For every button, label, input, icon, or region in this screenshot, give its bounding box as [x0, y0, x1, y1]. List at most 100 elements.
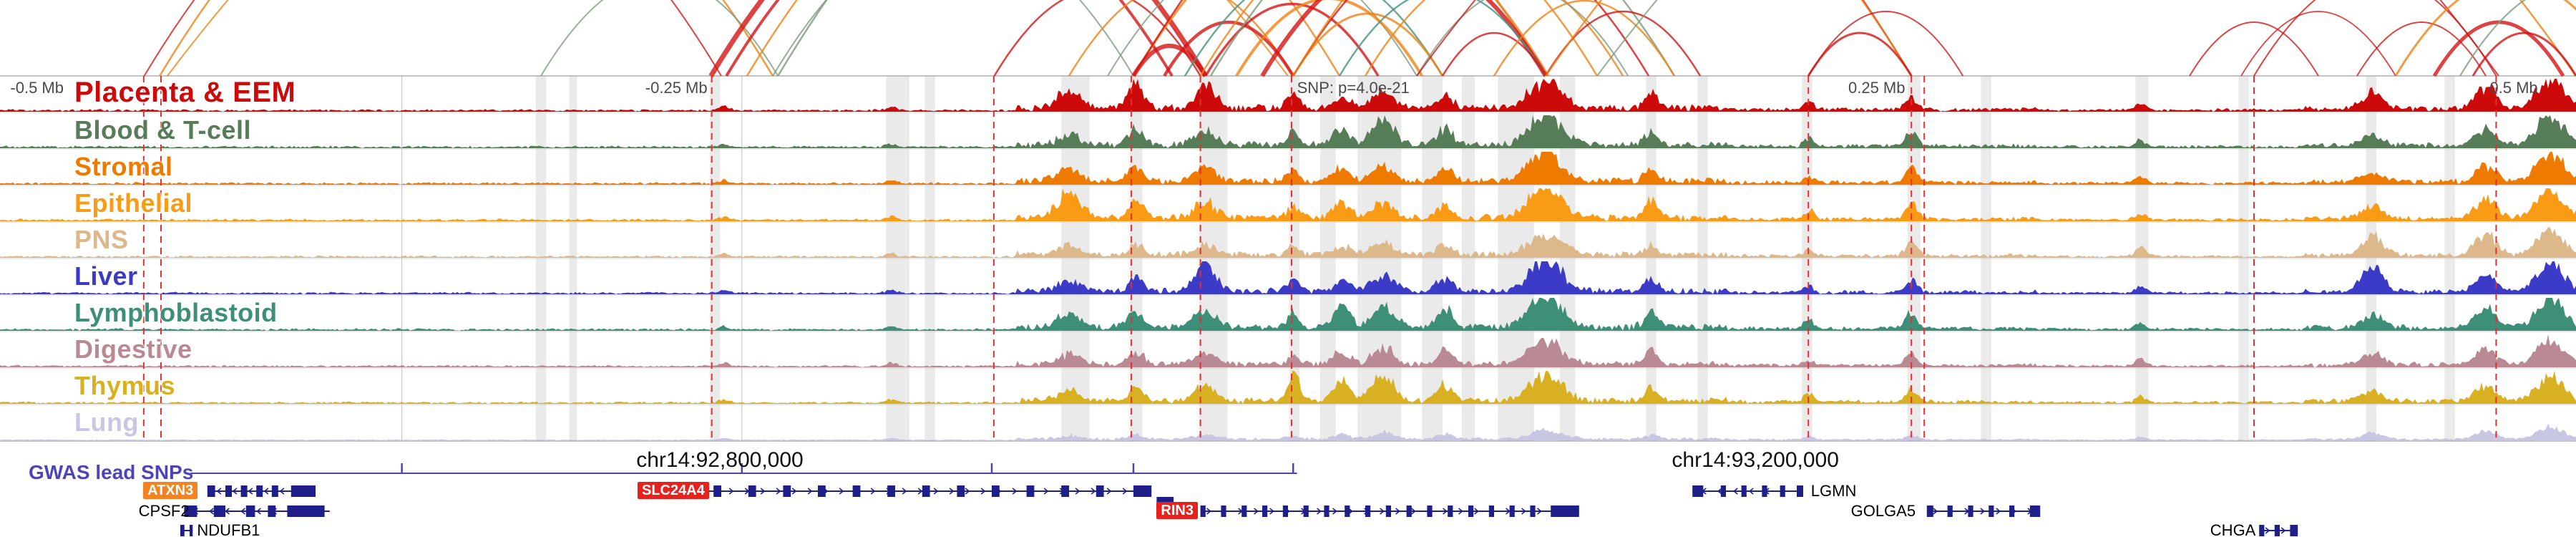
- strand-arrow-icon: [949, 488, 955, 495]
- signal-track-lymphoblastoid: [0, 298, 2576, 331]
- gene-exon: [184, 505, 197, 517]
- gene-exon: [1133, 485, 1152, 497]
- strand-arrow-icon: [1443, 508, 1448, 515]
- gene-exon: [1406, 505, 1412, 517]
- gene-exon: [245, 505, 255, 517]
- gene-exon: [291, 485, 316, 497]
- gene-exon: [1947, 505, 1953, 517]
- gene-exon: [213, 505, 225, 517]
- strand-arrow-icon: [980, 488, 986, 495]
- gene-exon: [713, 485, 721, 497]
- strand-arrow-icon: [965, 488, 970, 495]
- strand-arrow-icon: [760, 488, 766, 495]
- interaction-arc: [1204, 2, 1380, 77]
- gene-exon: [256, 485, 263, 497]
- interaction-arc: [1416, 0, 1629, 77]
- strand-arrow-icon: [2280, 527, 2286, 534]
- strand-arrow-icon: [933, 488, 939, 495]
- strand-arrow-icon: [232, 488, 238, 495]
- strand-arrow-icon: [1380, 508, 1385, 515]
- gene-exon: [1741, 485, 1747, 497]
- gene-exon: [957, 485, 965, 497]
- gene-exon: [1926, 505, 1933, 517]
- gene-exon: [189, 525, 193, 536]
- gene-exon: [1530, 505, 1536, 517]
- strand-arrow-icon: [1748, 488, 1754, 495]
- interaction-arc: [1416, 0, 2499, 77]
- interaction-arc: [1807, 11, 1964, 77]
- interaction-arc: [159, 0, 774, 77]
- interaction-arc: [993, 0, 1201, 77]
- gene-exon: [1026, 485, 1035, 497]
- gene-exon: [2274, 525, 2280, 536]
- signal-track-epithelial: [0, 188, 2576, 221]
- strand-arrow-icon: [1537, 508, 1542, 515]
- gene-exon: [1324, 505, 1330, 517]
- gene-exon: [1241, 505, 1247, 517]
- signal-track-liver: [0, 261, 2576, 294]
- gene-exon: [2009, 505, 2015, 517]
- strand-arrow-icon: [1395, 508, 1400, 515]
- gene-exon: [1221, 505, 1226, 517]
- strand-arrow-icon: [240, 508, 245, 515]
- interaction-arc: [2394, 0, 2576, 77]
- strand-arrow-icon: [1717, 488, 1722, 495]
- interaction-arc: [1235, 0, 1423, 77]
- strand-arrow-icon: [1411, 508, 1416, 515]
- interaction-arc: [1364, 0, 1624, 77]
- gene-exon: [1488, 505, 1494, 517]
- strand-arrow-icon: [1474, 508, 1479, 515]
- strand-arrow-icon: [791, 488, 797, 495]
- gene-exon: [1200, 505, 1206, 517]
- strand-arrow-icon: [1075, 488, 1080, 495]
- gene-exon: [240, 485, 248, 497]
- gene-exon: [1509, 505, 1515, 517]
- signal-track-digestive: [0, 334, 2576, 367]
- strand-arrow-icon: [1106, 488, 1112, 495]
- gene-exon: [1282, 505, 1288, 517]
- gene-exon: [992, 485, 1000, 497]
- interaction-arc: [2189, 21, 2319, 77]
- strand-arrow-icon: [870, 488, 876, 495]
- strand-arrow-icon: [1933, 508, 1938, 515]
- strand-arrow-icon: [1091, 488, 1096, 495]
- gene-exon: [1468, 505, 1474, 517]
- gene-exon: [818, 485, 826, 497]
- strand-arrow-icon: [728, 488, 734, 495]
- gene-exon: [783, 485, 791, 497]
- interaction-arc: [2253, 0, 2497, 77]
- strand-arrow-icon: [1269, 508, 1274, 515]
- gene-exon: [1968, 505, 1974, 517]
- signal-track-pns: [0, 227, 2576, 258]
- gene-exon: [1385, 505, 1391, 517]
- gene-exon: [207, 485, 215, 497]
- gene-exon: [1989, 505, 1994, 517]
- gene-exon: [1762, 485, 1767, 497]
- gene-exon: [2290, 525, 2298, 536]
- strand-arrow-icon: [1458, 508, 1463, 515]
- gene-exon: [1427, 505, 1433, 517]
- interaction-arc: [540, 0, 779, 77]
- gene-exon: [1448, 505, 1453, 517]
- interaction-arc: [143, 0, 722, 77]
- interaction-arc: [725, 0, 1174, 77]
- strand-arrow-icon: [839, 488, 844, 495]
- strand-arrow-icon: [1521, 508, 1526, 515]
- interaction-arc: [1184, 0, 1444, 77]
- interaction-arc: [2240, 11, 2396, 77]
- gene-exon: [1303, 505, 1309, 517]
- interaction-arc: [1807, 32, 1913, 77]
- strand-arrow-icon: [902, 488, 907, 495]
- interaction-arc: [2356, 21, 2487, 77]
- interaction-arc: [1493, 0, 1676, 77]
- strand-arrow-icon: [1732, 488, 1738, 495]
- interaction-arc: [2459, 0, 2527, 77]
- interaction-arc: [1068, 0, 1294, 77]
- gene-exon: [268, 505, 276, 517]
- strand-arrow-icon: [2265, 527, 2270, 534]
- gene-exon: [922, 485, 930, 497]
- strand-arrow-icon: [807, 488, 813, 495]
- interaction-arc: [772, 0, 1134, 77]
- gene-exon: [1551, 505, 1579, 517]
